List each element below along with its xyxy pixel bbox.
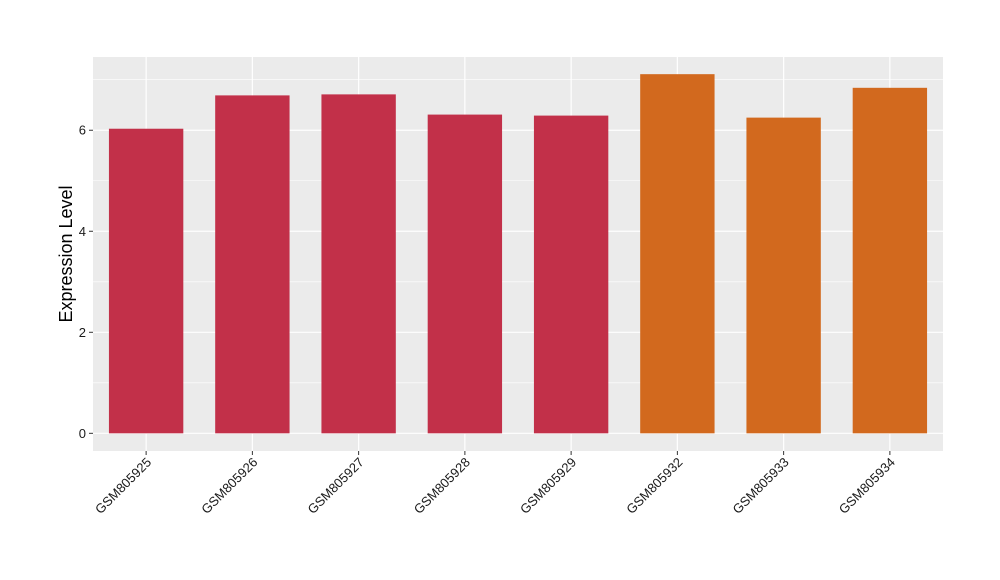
x-tick-label: GSM805932: [623, 455, 685, 517]
bars: [108, 74, 928, 434]
bar: [852, 87, 928, 434]
bar: [640, 74, 715, 434]
x-tick-label: GSM805933: [730, 455, 792, 517]
bar: [427, 114, 503, 434]
x-tick-label: GSM805927: [305, 455, 367, 517]
x-tick-label: GSM805928: [411, 455, 473, 517]
x-axis: GSM805925 GSM805926 GSM805927 GSM805928 GSM8…: [92, 451, 898, 517]
y-axis-title: Expression Level: [56, 185, 76, 322]
x-tick-label: GSM805929: [517, 455, 579, 517]
y-tick-label: 0: [79, 426, 86, 441]
bar: [533, 115, 609, 434]
bar: [321, 94, 396, 434]
x-tick-label: GSM805926: [198, 455, 260, 517]
y-axis: 0 2 4 6: [79, 123, 93, 441]
y-tick-label: 2: [79, 325, 86, 340]
bar: [108, 128, 184, 434]
bar: [746, 117, 821, 434]
x-tick-label: GSM805925: [92, 455, 154, 517]
bar: [215, 95, 290, 434]
x-tick-label: GSM805934: [836, 455, 898, 517]
y-tick-label: 4: [79, 224, 86, 239]
y-tick-label: 6: [79, 123, 86, 138]
